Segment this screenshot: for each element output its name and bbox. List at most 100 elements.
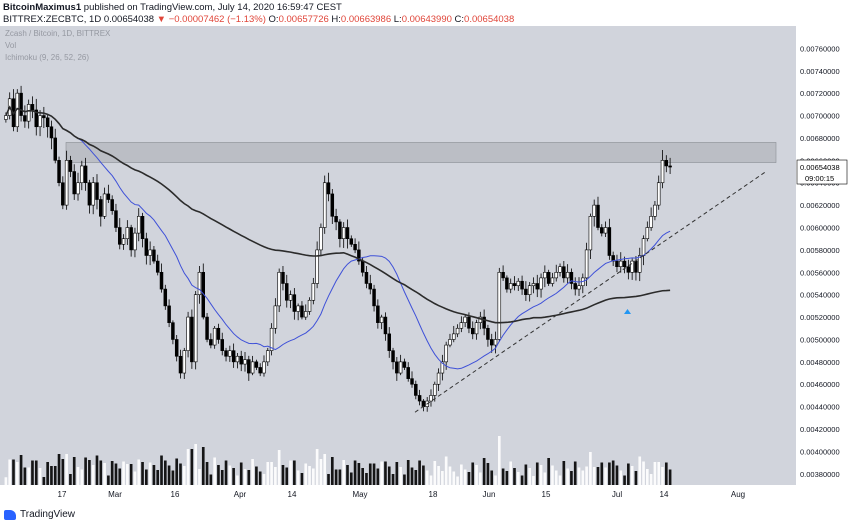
candle [550, 277, 555, 284]
price-tick-label: 0.00560000 [800, 268, 840, 277]
candle [174, 339, 179, 357]
time-axis[interactable]: 17 Mar 16 Apr 14 May 18 Jun 15 Jul 14 Aug [0, 485, 850, 505]
moving-average-layer [5, 105, 671, 370]
candle [281, 271, 285, 284]
candle [125, 227, 130, 240]
volume-bar [300, 473, 304, 485]
candle [140, 216, 145, 240]
volume-bar [262, 474, 266, 485]
buy-marker [624, 309, 631, 314]
candle [121, 238, 126, 245]
time-tick-label: May [352, 490, 367, 499]
volume-bar [357, 463, 361, 485]
candle [505, 277, 509, 290]
time-tick-label: Apr [234, 490, 247, 499]
volume-bar [156, 470, 160, 485]
candle [368, 283, 373, 290]
volume-bar [163, 460, 167, 485]
candle [239, 355, 243, 365]
volume-bar [668, 469, 672, 485]
candle [668, 165, 672, 168]
volume-bar [198, 469, 201, 485]
volume-bar [148, 462, 152, 485]
candle [562, 266, 566, 279]
volume-bar [361, 468, 364, 485]
candle [144, 238, 149, 256]
volume-bar [486, 463, 490, 485]
candle [615, 260, 619, 267]
candle [664, 160, 669, 167]
candle [224, 350, 228, 357]
volume-bar [8, 459, 12, 485]
price-tick-label: 0.00620000 [800, 201, 840, 210]
tradingview-logo[interactable]: TradingView [4, 509, 75, 520]
volume-bar [304, 463, 308, 485]
candle [285, 283, 289, 301]
volume-bar [573, 461, 577, 485]
volume-bar [315, 449, 319, 485]
candle [660, 160, 665, 184]
candle [391, 350, 395, 363]
high-value: 0.00663986 [340, 14, 392, 25]
volume-bar [657, 462, 661, 485]
volume-bar [118, 468, 122, 485]
volume-bar [349, 472, 353, 485]
candle [455, 327, 460, 335]
price-axis[interactable]: 0.00760000 0.00740000 0.00720000 0.00700000… [796, 26, 850, 485]
candle [76, 182, 80, 195]
volume-bar [251, 459, 254, 485]
volume-bar [589, 452, 592, 485]
volume-bar [277, 450, 281, 485]
volume-bar [471, 462, 475, 485]
plot-area[interactable] [0, 26, 796, 485]
candle [531, 283, 536, 287]
candle [19, 92, 23, 116]
candle [326, 182, 331, 195]
volume-bar [444, 456, 448, 485]
volume-bar [368, 463, 372, 485]
volume-bar [497, 436, 501, 485]
volume-bar [53, 466, 57, 485]
volume-bar [133, 471, 137, 485]
volume-bar [664, 462, 668, 485]
candle [383, 316, 388, 335]
volume-bar [623, 475, 626, 485]
price-tag-countdown: 09:00:15 [805, 174, 834, 183]
volume-bar [114, 463, 118, 485]
candle [266, 350, 270, 363]
volume-bar [581, 470, 585, 485]
price-tick-label: 0.00740000 [800, 67, 840, 76]
volume-bar [513, 468, 516, 485]
time-tick-label: Jun [483, 490, 496, 499]
candle [148, 249, 152, 256]
candle [622, 260, 627, 267]
candle [205, 316, 209, 340]
price-tick-label: 0.00460000 [800, 380, 840, 389]
volume-bar [467, 472, 471, 485]
candle [178, 355, 183, 374]
volume-bar [558, 475, 562, 485]
candle [410, 378, 414, 385]
candle [406, 367, 410, 379]
volume-bar [122, 461, 125, 485]
candle [520, 280, 524, 290]
time-tick-label: 18 [429, 490, 438, 499]
candle [114, 210, 118, 228]
candle [133, 232, 137, 251]
volume-bar [403, 474, 406, 485]
candle [364, 271, 369, 284]
volume-bar [27, 467, 30, 485]
price-chart[interactable]: 0.00760000 0.00740000 0.00720000 0.00700000… [0, 26, 850, 505]
candle [619, 260, 623, 267]
volume-bar [642, 461, 645, 485]
candle [49, 126, 54, 139]
publisher-text: published on TradingView.com, July 14, 2… [83, 2, 342, 13]
candle [626, 266, 631, 273]
volume-bar [107, 475, 110, 485]
candle [546, 271, 551, 284]
price-axis-bg [796, 26, 850, 485]
candle [216, 327, 221, 340]
publisher-user[interactable]: BitcoinMaximus1 [3, 2, 82, 13]
volume-bar [630, 466, 634, 485]
close-value: 0.00654038 [464, 14, 515, 25]
